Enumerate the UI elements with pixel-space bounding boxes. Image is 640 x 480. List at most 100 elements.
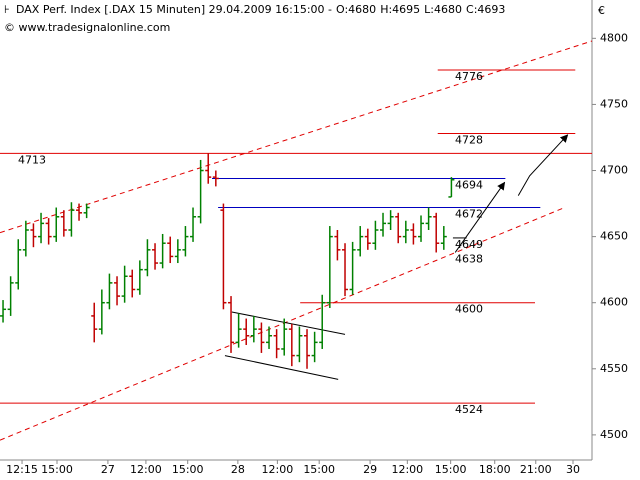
ohlc-bar (0, 300, 7, 323)
ohlc-bar (174, 239, 181, 264)
trendline (0, 207, 565, 441)
ohlc-bar (76, 203, 83, 221)
level-label: 4728 (455, 134, 483, 147)
y-tick-label: 4700 (600, 164, 628, 177)
level-label: 4638 (455, 252, 483, 265)
ohlc-bar (144, 239, 151, 277)
x-tick-label: 15:00 (172, 463, 204, 476)
x-tick-label: 12:15 (6, 463, 38, 476)
level-label: 4649 (455, 238, 483, 251)
ohlc-bar (402, 220, 409, 244)
y-tick-label: 4550 (600, 362, 628, 375)
arrow (454, 181, 506, 253)
x-tick-label: 15:00 (41, 463, 73, 476)
ohlc-bar (167, 236, 174, 264)
ohlc-bar (364, 228, 371, 250)
arrow (517, 134, 569, 196)
ohlc-bar (273, 329, 280, 359)
ohlc-bar (53, 207, 60, 242)
x-tick-label: 12:00 (391, 463, 423, 476)
ohlc-bar (410, 223, 417, 245)
ohlc-bar (235, 313, 242, 348)
trendline (224, 355, 339, 380)
ohlc-bar (440, 226, 447, 250)
x-tick-label: 12:00 (262, 463, 294, 476)
ohlc-bar (205, 153, 212, 184)
ohlc-bar (197, 159, 204, 224)
ohlc-bar (60, 210, 67, 237)
ohlc-bar (22, 220, 29, 257)
ohlc-bar (38, 212, 45, 244)
level-label: 4524 (455, 403, 483, 416)
ohlc-bar (372, 220, 379, 250)
ohlc-bar (30, 223, 37, 248)
ohlc-bar (15, 239, 22, 290)
ohlc-bar (182, 226, 189, 257)
y-tick-label: 4500 (600, 428, 628, 441)
trendline (231, 311, 346, 335)
ohlc-bar (380, 212, 387, 237)
ohlc-bar (98, 289, 105, 335)
ohlc-bar (136, 260, 143, 295)
ohlc-bar (357, 226, 364, 257)
ohlc-bar (319, 294, 326, 349)
x-tick-label: 12:00 (130, 463, 162, 476)
level-label: 4600 (455, 303, 483, 316)
y-tick-label: 4750 (600, 97, 628, 110)
ohlc-bar (296, 326, 303, 363)
x-tick-label: 18:00 (479, 463, 511, 476)
ohlc-bar (387, 210, 394, 230)
ohlc-bar (425, 207, 432, 230)
ohlc-bar (266, 326, 273, 349)
x-tick-label: 30 (566, 463, 580, 476)
ohlc-bar (349, 241, 356, 295)
y-tick-label: 4800 (600, 31, 628, 44)
ohlc-bar (114, 276, 121, 306)
watermark: © www.tradesignalonline.com (4, 21, 170, 34)
ohlc-bar (342, 243, 349, 297)
ohlc-bar (152, 243, 159, 270)
y-tick-label: 4650 (600, 230, 628, 243)
header-icon: ⊦ (4, 3, 10, 16)
ohlc-bar (228, 296, 235, 353)
header: ⊦ DAX Perf. Index [.DAX 15 Minuten] 29.0… (4, 3, 332, 16)
ohlc-bar (45, 218, 52, 245)
header-low: L:4680 (424, 3, 462, 16)
ohlc-bar (220, 203, 227, 310)
x-tick-label: 27 (101, 463, 115, 476)
ohlc-bar (91, 302, 98, 343)
level-label: 4672 (455, 208, 483, 221)
ohlc-bar (334, 230, 341, 261)
x-tick-label: 15:00 (303, 463, 335, 476)
x-tick-label: 21:00 (520, 463, 552, 476)
ohlc-bar (83, 203, 90, 219)
level-label: 4694 (455, 178, 483, 191)
trendline (0, 40, 593, 234)
level-label: 4713 (18, 153, 46, 166)
ohlc-bar (106, 273, 113, 310)
ohlc-bar (121, 265, 128, 303)
y-tick-label: 4600 (600, 296, 628, 309)
ohlc-bar (281, 318, 288, 356)
ohlc-bar (326, 226, 333, 308)
ohlc-bar (418, 215, 425, 242)
ohlc-bar (159, 233, 166, 269)
ohlc-bar (250, 315, 257, 343)
ohlc-bar (448, 177, 455, 198)
ohlc-bar (288, 323, 295, 367)
level-label: 4776 (455, 70, 483, 83)
ohlc-bar (243, 318, 250, 345)
ohlc-bar (129, 269, 136, 298)
ohlc-bar (395, 212, 402, 244)
header-high: H:4695 (380, 3, 420, 16)
ohlc-bar (7, 276, 14, 316)
x-tick-label: 28 (231, 463, 245, 476)
ohlc-bar (311, 331, 318, 363)
x-tick-label: 15:00 (435, 463, 467, 476)
currency: € (598, 4, 605, 17)
ohlc-bar (304, 329, 311, 369)
header-close: C:4693 (466, 3, 505, 16)
ohlc-bar (190, 207, 197, 242)
